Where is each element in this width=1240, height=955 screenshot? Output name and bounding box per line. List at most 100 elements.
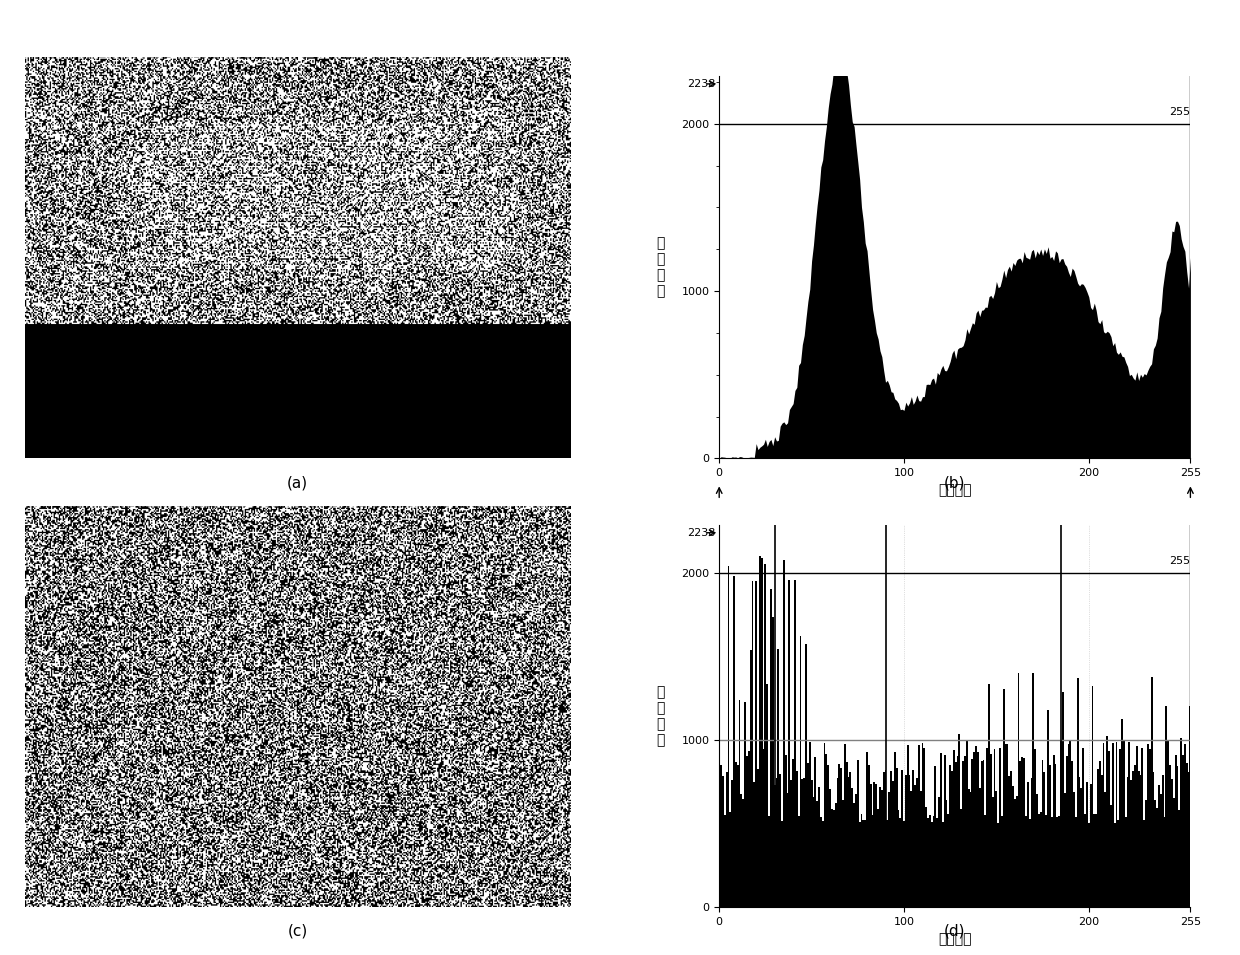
Bar	[1053, 754, 1054, 907]
Bar	[755, 581, 758, 907]
Bar	[1097, 770, 1099, 907]
Y-axis label: 像
素
个
数: 像 素 个 数	[656, 236, 665, 299]
Bar	[895, 769, 898, 907]
Bar	[977, 752, 978, 907]
Bar	[848, 777, 849, 907]
Bar	[906, 745, 909, 907]
Bar	[1034, 750, 1037, 907]
Bar	[841, 769, 842, 907]
Bar	[1152, 772, 1154, 907]
Bar	[883, 772, 884, 907]
Bar	[1054, 765, 1056, 907]
Bar	[1029, 818, 1030, 907]
Bar	[1060, 741, 1061, 907]
Bar	[1140, 775, 1142, 907]
Bar	[790, 780, 792, 907]
Bar	[1167, 741, 1169, 907]
Bar	[1025, 816, 1027, 907]
Bar	[960, 809, 962, 907]
Text: (d): (d)	[944, 923, 966, 939]
Bar	[892, 781, 894, 907]
Bar	[1099, 761, 1101, 907]
Bar	[811, 780, 812, 907]
Bar	[1069, 741, 1071, 907]
Bar	[866, 752, 868, 907]
Bar	[939, 796, 940, 907]
Bar	[768, 816, 770, 907]
Bar	[950, 765, 951, 907]
Bar	[1120, 749, 1121, 907]
Bar	[761, 558, 763, 907]
Bar	[770, 589, 771, 907]
Bar	[1003, 689, 1004, 907]
Bar	[1166, 706, 1167, 907]
Bar	[805, 644, 807, 907]
Bar	[837, 777, 838, 907]
Bar	[898, 810, 899, 907]
Bar	[873, 782, 875, 907]
Bar	[1084, 815, 1086, 907]
Bar	[985, 815, 986, 907]
Bar	[1143, 819, 1145, 907]
Bar	[816, 801, 818, 907]
Bar	[857, 760, 859, 907]
Bar	[1007, 744, 1008, 907]
Bar	[733, 576, 735, 907]
Bar	[903, 821, 905, 907]
Bar	[955, 762, 956, 907]
Bar	[962, 761, 963, 907]
Bar	[796, 772, 797, 907]
Bar	[1086, 782, 1087, 907]
Bar	[1127, 777, 1128, 907]
Bar	[910, 791, 913, 907]
Bar	[1011, 771, 1012, 907]
Bar	[1079, 776, 1080, 907]
Bar	[935, 767, 936, 907]
Bar	[1178, 810, 1180, 907]
Bar	[1123, 740, 1125, 907]
Bar	[777, 649, 779, 907]
Bar	[1087, 822, 1090, 907]
Bar	[846, 762, 848, 907]
Bar	[740, 794, 743, 907]
Bar	[1142, 748, 1143, 907]
Bar	[1014, 799, 1016, 907]
Text: 2238: 2238	[687, 79, 715, 89]
Bar	[826, 753, 827, 907]
Bar	[830, 790, 831, 907]
Bar	[1147, 744, 1148, 907]
Bar	[785, 754, 786, 907]
Bar	[1125, 817, 1127, 907]
Bar	[1022, 757, 1023, 907]
Bar	[1033, 673, 1034, 907]
Bar	[744, 703, 746, 907]
Text: (c): (c)	[288, 923, 308, 939]
Bar	[786, 794, 789, 907]
Bar	[1116, 742, 1117, 907]
Bar	[737, 765, 739, 907]
Bar	[720, 765, 722, 907]
Text: 255: 255	[1169, 107, 1190, 117]
Bar	[765, 564, 766, 907]
Bar	[864, 820, 866, 907]
Bar	[916, 778, 918, 907]
Bar	[1106, 736, 1109, 907]
Bar	[1173, 797, 1174, 907]
Bar	[1177, 766, 1178, 907]
Bar	[918, 745, 920, 907]
Bar	[1188, 773, 1189, 907]
Bar	[986, 748, 988, 907]
Bar	[815, 757, 816, 907]
Bar	[981, 761, 982, 907]
Bar	[766, 684, 768, 907]
Bar	[748, 751, 750, 907]
Bar	[1169, 765, 1171, 907]
Bar	[946, 800, 947, 907]
Bar	[856, 794, 857, 907]
Bar	[1071, 760, 1073, 907]
Bar	[1185, 763, 1188, 907]
Bar	[920, 792, 921, 907]
Bar	[1158, 785, 1159, 907]
Bar	[1171, 778, 1173, 907]
Bar	[771, 617, 774, 907]
